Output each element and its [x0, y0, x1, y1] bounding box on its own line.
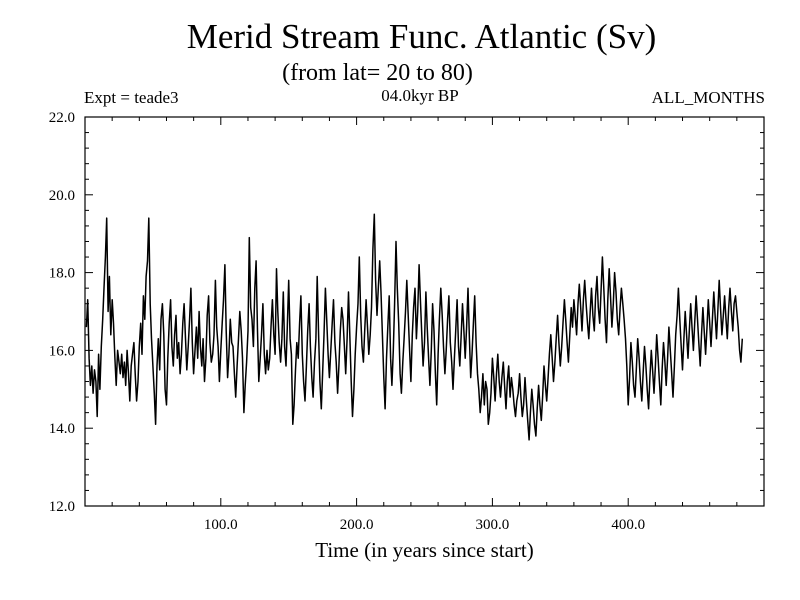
y-axis: 12.0 14.0 16.0 18.0 20.0 22.0 — [49, 110, 764, 515]
y-tick-label: 12.0 — [49, 499, 75, 515]
x-axis-label: Time (in years since start) — [315, 538, 534, 562]
y-tick-label: 14.0 — [49, 421, 75, 437]
months-label: ALL_MONTHS — [651, 88, 765, 107]
x-axis: 100.0 200.0 300.0 400.0 — [111, 117, 738, 533]
chart-title: Merid Stream Func. Atlantic (Sv) — [186, 17, 657, 56]
x-tick-label: 200.0 — [340, 517, 374, 533]
period-label: 04.0kyr BP — [381, 86, 459, 105]
y-tick-label: 22.0 — [49, 110, 75, 126]
y-tick-label: 16.0 — [49, 343, 75, 359]
chart-subtitle: (from lat= 20 to 80) — [282, 60, 473, 86]
x-tick-label: 400.0 — [611, 517, 645, 533]
experiment-label: Expt = teade3 — [84, 88, 179, 107]
x-tick-label: 100.0 — [204, 517, 238, 533]
y-tick-label: 20.0 — [49, 188, 75, 204]
plot-frame — [84, 116, 765, 507]
x-tick-label: 300.0 — [476, 517, 510, 533]
y-tick-label: 18.0 — [49, 266, 75, 282]
series-line — [85, 213, 744, 441]
